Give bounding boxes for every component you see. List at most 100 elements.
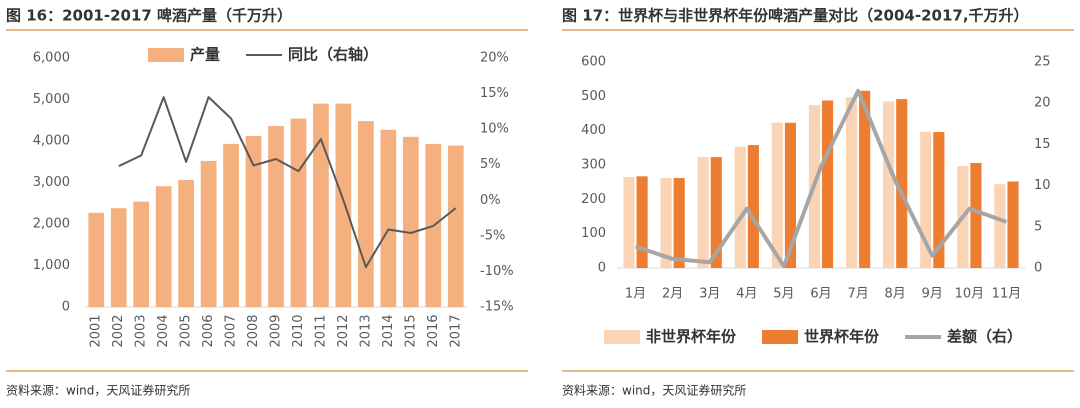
source: 资料来源：wind，天风证券研究所 xyxy=(6,383,190,398)
bar xyxy=(88,212,105,307)
legend-label: 同比（右轴） xyxy=(288,46,378,64)
chart-title: 图 17：世界杯与非世界杯年份啤酒产量对比（2004-2017,千万升） xyxy=(562,7,1029,25)
x-tick-label: 2009 xyxy=(269,314,284,347)
x-tick-label: 2014 xyxy=(381,314,396,347)
bar xyxy=(636,176,648,268)
y-tick-label: 4,000 xyxy=(33,134,70,149)
bar xyxy=(178,180,194,307)
bar xyxy=(673,178,685,268)
x-tick-label: 2015 xyxy=(403,314,418,347)
y-tick-label: 500 xyxy=(581,89,606,104)
bar xyxy=(223,143,239,307)
x-tick-label: 2011 xyxy=(313,314,328,347)
bar xyxy=(155,186,172,307)
bar xyxy=(110,208,127,307)
legend-swatch xyxy=(762,330,799,344)
legend-swatch xyxy=(148,48,184,62)
x-tick-label: 8月 xyxy=(885,287,906,302)
y-tick-label: 200 xyxy=(581,192,606,207)
chart-title: 图 16：2001-2017 啤酒产量（千万升） xyxy=(6,7,292,25)
x-tick-label: 2003 xyxy=(134,314,149,347)
x-tick-label: 2010 xyxy=(291,314,306,347)
y-tick-label: 300 xyxy=(581,158,606,173)
y2-tick-label: 20% xyxy=(480,51,509,66)
bar xyxy=(734,146,746,268)
bar xyxy=(784,122,797,269)
y-tick-label: 6,000 xyxy=(33,51,70,66)
line xyxy=(118,96,457,269)
bar xyxy=(822,100,834,268)
bar xyxy=(358,121,374,307)
x-tick-label: 6月 xyxy=(810,287,831,302)
y2-tick-label: 0 xyxy=(1034,261,1042,276)
bar xyxy=(133,201,150,307)
bar xyxy=(313,103,329,308)
y2-tick-label: -15% xyxy=(480,300,514,315)
bar xyxy=(402,136,419,307)
y2-tick-label: 0% xyxy=(480,193,501,208)
y-tick-label: 2,000 xyxy=(33,217,70,232)
x-tick-label: 1月 xyxy=(625,287,646,302)
bar xyxy=(290,118,307,307)
bar xyxy=(380,129,397,307)
x-tick-label: 2017 xyxy=(448,314,463,347)
x-tick-label: 2008 xyxy=(246,314,261,347)
source: 资料来源：wind，天风证券研究所 xyxy=(562,383,746,398)
bar xyxy=(200,160,217,307)
bar xyxy=(970,162,982,268)
x-tick-label: 2004 xyxy=(156,314,171,347)
y2-tick-label: 25 xyxy=(1034,55,1051,70)
bar xyxy=(447,145,464,307)
legend-label: 产量 xyxy=(190,46,220,64)
y2-tick-label: -5% xyxy=(480,228,505,243)
bar xyxy=(335,103,352,308)
x-tick-label: 2007 xyxy=(224,314,239,347)
line xyxy=(634,88,1008,269)
y2-tick-label: 15% xyxy=(480,86,509,101)
bar xyxy=(883,101,895,268)
bar xyxy=(697,157,709,268)
bar xyxy=(920,131,932,268)
bar xyxy=(710,157,722,268)
bar xyxy=(994,184,1006,268)
y2-tick-label: 15 xyxy=(1034,137,1051,152)
x-tick-label: 2016 xyxy=(426,314,441,347)
bar xyxy=(660,178,672,268)
x-tick-label: 2012 xyxy=(336,314,351,347)
x-tick-label: 11月 xyxy=(992,287,1022,302)
x-tick-label: 2001 xyxy=(89,314,104,347)
y-tick-label: 1,000 xyxy=(33,258,70,273)
bar xyxy=(845,97,858,268)
x-tick-label: 7月 xyxy=(847,287,868,302)
y-tick-label: 0 xyxy=(62,300,70,315)
x-tick-label: 3月 xyxy=(699,287,720,302)
y-tick-label: 400 xyxy=(581,123,606,138)
x-tick-label: 2005 xyxy=(179,314,194,347)
bar xyxy=(268,126,284,307)
y-tick-label: 5,000 xyxy=(33,92,70,107)
legend-label: 非世界杯年份 xyxy=(646,328,737,346)
x-tick-label: 4月 xyxy=(736,287,757,302)
legend-label: 世界杯年份 xyxy=(804,328,880,346)
bar xyxy=(245,136,262,307)
y-tick-label: 600 xyxy=(581,55,606,70)
bar xyxy=(747,145,759,268)
legend-label: 差额（右） xyxy=(947,328,1022,346)
x-tick-label: 5月 xyxy=(773,287,794,302)
legend-swatch xyxy=(604,330,640,344)
y2-tick-label: 5% xyxy=(480,157,501,172)
bar xyxy=(771,122,783,269)
bar xyxy=(933,132,945,268)
y-tick-label: 0 xyxy=(598,261,606,276)
x-tick-label: 10月 xyxy=(955,287,985,302)
x-tick-label: 2013 xyxy=(358,314,373,347)
bar xyxy=(896,99,908,268)
x-tick-label: 2002 xyxy=(111,314,126,347)
x-tick-label: 2006 xyxy=(201,314,216,347)
y2-tick-label: 10 xyxy=(1034,178,1051,193)
x-tick-label: 2月 xyxy=(662,287,683,302)
y2-tick-label: 20 xyxy=(1034,96,1051,111)
x-tick-label: 9月 xyxy=(922,287,943,302)
bar xyxy=(1007,181,1019,268)
